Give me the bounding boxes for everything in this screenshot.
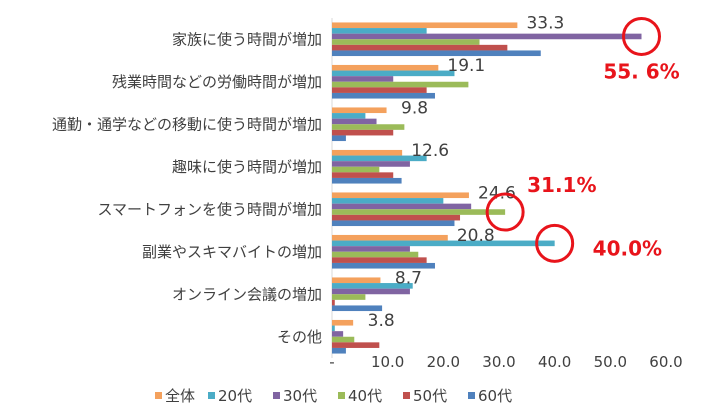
x-tick-label: 10.0 <box>371 353 404 371</box>
legend-swatch <box>468 392 475 399</box>
bar-6-1 <box>332 50 541 57</box>
bar-5-7 <box>332 299 335 306</box>
data-label: 24.6 <box>478 183 516 203</box>
x-tick-label: 20.0 <box>427 353 460 371</box>
bar-3-4 <box>332 161 410 167</box>
bar-2-6 <box>332 240 555 247</box>
bar-5-6 <box>332 257 427 263</box>
callout-label: 31.1% <box>527 173 596 197</box>
bar-2-4 <box>332 155 427 162</box>
bar-6-7 <box>332 305 383 312</box>
data-label: 19.1 <box>447 56 485 76</box>
bar-3-1 <box>332 33 642 40</box>
bar-6-3 <box>332 135 346 142</box>
bar-1-2 <box>332 64 439 71</box>
bar-4-3 <box>332 124 405 130</box>
bar-1-6 <box>332 234 448 241</box>
legend-label: 全体 <box>165 387 195 405</box>
legend-swatch <box>208 392 215 399</box>
bar-1-8 <box>332 319 354 326</box>
bar-4-8 <box>332 336 355 343</box>
bar-5-4 <box>332 172 394 178</box>
legend-label: 20代 <box>218 387 252 405</box>
bar-2-8 <box>332 325 335 332</box>
bar-3-8 <box>332 331 344 337</box>
bar-4-2 <box>332 81 469 88</box>
bar-2-2 <box>332 70 455 77</box>
bar-3-7 <box>332 288 410 295</box>
category-label: 趣味に使う時間が増加 <box>172 158 322 176</box>
bar-5-1 <box>332 44 508 51</box>
bar-2-1 <box>332 28 427 34</box>
callout-circle <box>535 223 575 263</box>
data-label: 20.8 <box>457 226 495 246</box>
bar-4-4 <box>332 166 380 173</box>
bars-layer <box>332 22 642 354</box>
bar-4-7 <box>332 294 366 300</box>
x-tick-label: 60.0 <box>649 353 682 371</box>
category-label: 残業時間などの労働時間が増加 <box>112 73 322 91</box>
bar-5-5 <box>332 214 461 221</box>
x-tick-label: 50.0 <box>594 353 627 371</box>
category-label: 通勤・通学などの移動に使う時間が増加 <box>52 115 322 133</box>
callout-circle <box>485 192 525 232</box>
bar-1-4 <box>332 149 403 156</box>
legend-label: 30代 <box>283 387 317 405</box>
legend-swatch <box>273 392 280 399</box>
labels-layer: 家族に使う時間が増加残業時間などの労働時間が増加通勤・通学などの移動に使う時間が… <box>52 13 564 345</box>
category-label: スマートフォンを使う時間が増加 <box>97 200 322 218</box>
category-label: その他 <box>277 328 322 346</box>
bar-2-7 <box>332 283 413 289</box>
category-label: オンライン会議の増加 <box>172 285 322 303</box>
bar-1-5 <box>332 192 469 199</box>
callout-label: 55. 6% <box>603 59 679 83</box>
bar-6-6 <box>332 262 435 269</box>
data-label: 8.7 <box>395 268 422 288</box>
bar-1-1 <box>332 22 518 29</box>
callout-circle <box>622 16 662 56</box>
data-label: 12.6 <box>411 141 449 161</box>
data-label: 9.8 <box>401 98 428 118</box>
legend-swatch <box>155 392 162 399</box>
x-tick-label: 30.0 <box>482 353 515 371</box>
legend-label: 40代 <box>348 387 382 405</box>
bar-6-2 <box>332 92 435 99</box>
x-tick-label: 40.0 <box>538 353 571 371</box>
bar-1-7 <box>332 277 381 284</box>
legend-layer: 全体 20代 30代 40代 50代 60代 <box>155 387 512 405</box>
bar-5-2 <box>332 87 427 93</box>
bar-3-2 <box>332 76 394 82</box>
bar-3-6 <box>332 246 410 252</box>
axis-layer: - 10.0 20.0 30.0 40.0 50.0 60.0 <box>329 18 683 371</box>
category-label: 副業やスキマバイトの増加 <box>142 243 322 261</box>
legend-swatch <box>403 392 410 399</box>
bar-4-5 <box>332 209 506 215</box>
bar-4-6 <box>332 251 419 258</box>
data-label: 3.8 <box>368 311 395 331</box>
bar-1-3 <box>332 107 387 114</box>
callout-layer: 55. 6% 31.1% 40.0% <box>485 16 680 263</box>
bar-3-5 <box>332 203 472 210</box>
bar-4-1 <box>332 39 480 45</box>
callout-label: 40.0% <box>593 236 662 260</box>
legend-label: 50代 <box>413 387 447 405</box>
bar-2-3 <box>332 113 366 119</box>
data-label: 33.3 <box>526 13 564 33</box>
bar-6-4 <box>332 177 402 184</box>
bar-5-8 <box>332 342 380 348</box>
bar-5-3 <box>332 129 394 136</box>
x-tick-label: - <box>329 353 334 371</box>
category-label: 家族に使う時間が増加 <box>172 30 322 48</box>
legend-label: 60代 <box>478 387 512 405</box>
bar-6-5 <box>332 220 455 227</box>
bar-6-8 <box>332 347 346 354</box>
legend-swatch <box>338 392 345 399</box>
bar-3-3 <box>332 118 377 125</box>
bar-2-5 <box>332 198 444 204</box>
